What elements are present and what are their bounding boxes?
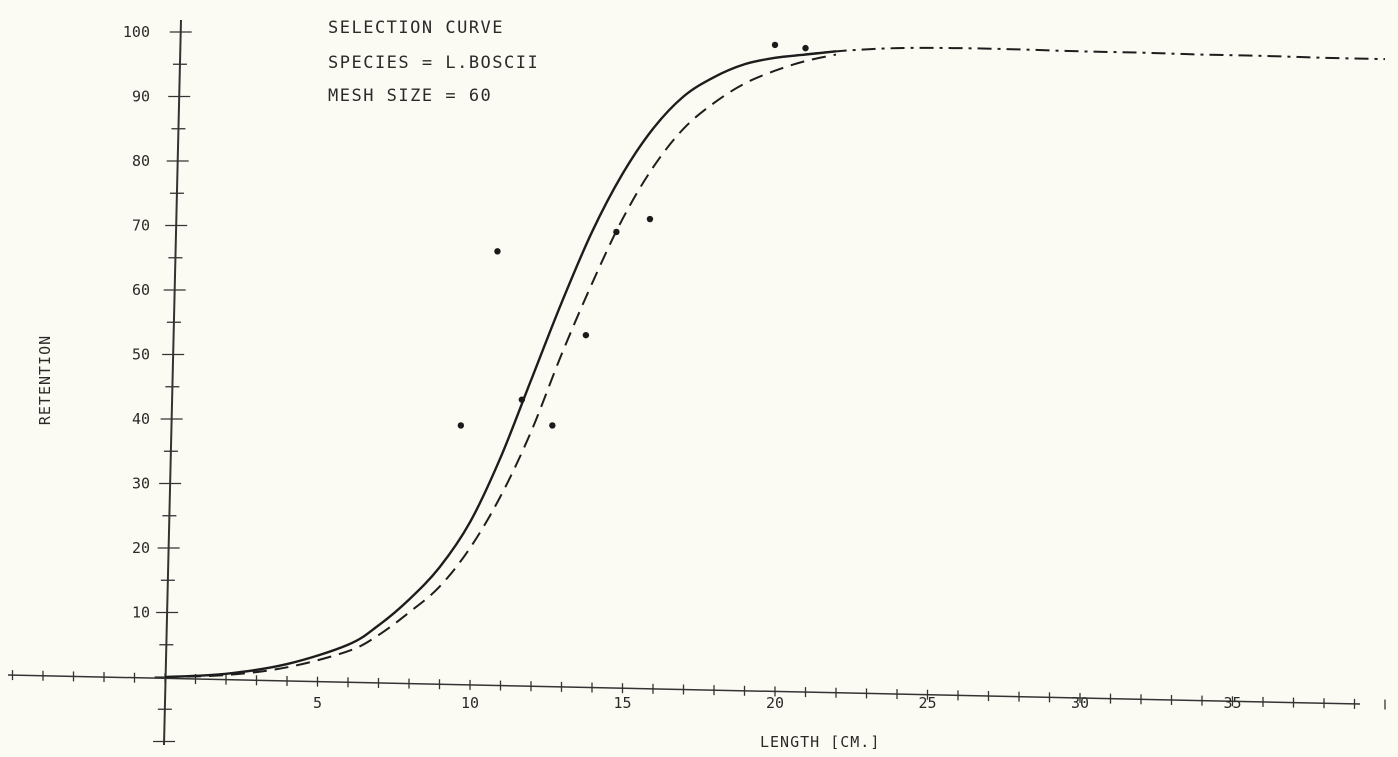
- data-point: [518, 396, 526, 403]
- y-tick-label: 100: [123, 23, 150, 41]
- y-tick-label: 50: [132, 346, 150, 364]
- data-point: [582, 331, 590, 339]
- y-tick-label: 30: [132, 475, 150, 493]
- data-point: [646, 215, 654, 223]
- series-line-dashed: [164, 53, 837, 678]
- y-tick-label: 20: [132, 539, 150, 557]
- title-line-2: SPECIES = L.BOSCII: [328, 53, 539, 73]
- data-points: [457, 41, 809, 429]
- series-line-solid: [164, 50, 837, 679]
- y-tick-label: 40: [132, 410, 150, 428]
- title-line-1: SELECTION CURVE: [328, 18, 504, 38]
- x-ticks: [11, 670, 1386, 710]
- x-axis-title: LENGTH [CM.]: [760, 733, 880, 751]
- x-tick-label: 5: [313, 694, 322, 712]
- chart-title: SELECTION CURVE SPECIES = L.BOSCII MESH …: [328, 18, 539, 106]
- y-axis-line: [163, 19, 182, 746]
- data-point: [771, 41, 779, 49]
- series-group: [164, 46, 1386, 679]
- x-tick-label: 10: [461, 694, 479, 712]
- y-tick-label: 80: [132, 152, 150, 170]
- data-point: [457, 422, 465, 429]
- data-point: [494, 248, 501, 255]
- x-tick-labels: 5 10 15 20 25 30 35: [313, 694, 1242, 712]
- y-tick-labels: 10 20 30 40 50 60 70 80 90 100: [123, 23, 150, 622]
- series-line-dash-dot: [774, 46, 1386, 61]
- y-tick-label: 10: [132, 604, 150, 622]
- y-ticks: [153, 31, 192, 743]
- x-tick-label: 35: [1223, 694, 1241, 712]
- axes: [7, 19, 1386, 746]
- data-point: [549, 422, 556, 429]
- x-tick-label: 25: [918, 694, 936, 712]
- data-point: [613, 228, 620, 236]
- y-tick-label: 60: [132, 281, 150, 299]
- x-tick-label: 15: [613, 694, 631, 712]
- x-tick-label: 30: [1071, 694, 1089, 712]
- y-tick-label: 70: [132, 217, 150, 235]
- x-tick-label: 20: [766, 694, 784, 712]
- data-point: [802, 44, 809, 52]
- y-axis-title: RETENTION: [36, 335, 54, 425]
- y-tick-label: 90: [132, 88, 150, 106]
- title-line-3: MESH SIZE = 60: [328, 86, 492, 106]
